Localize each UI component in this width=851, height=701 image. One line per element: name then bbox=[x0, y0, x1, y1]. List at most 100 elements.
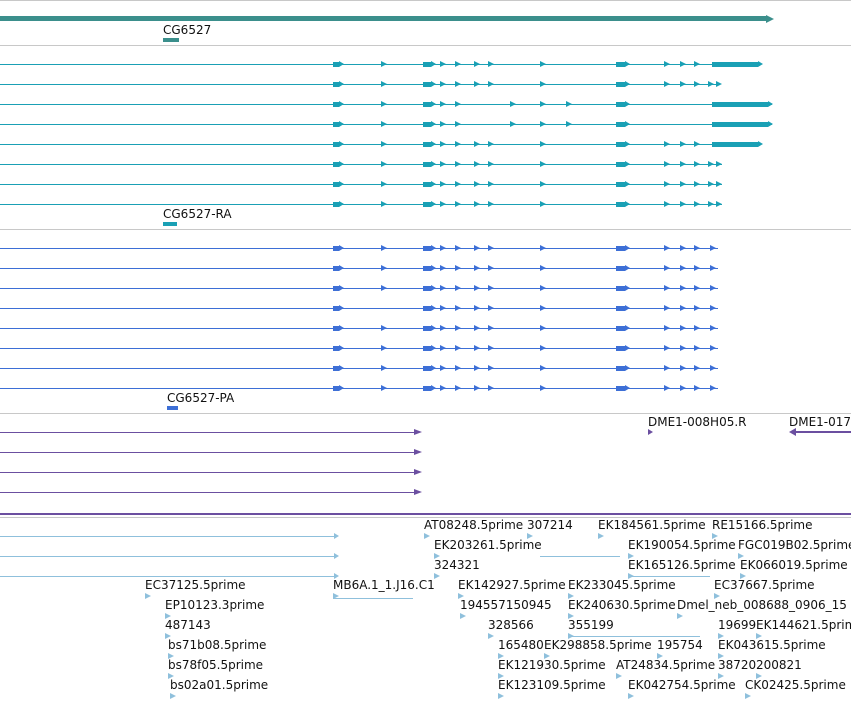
exon-arrow bbox=[431, 305, 436, 311]
clone-feature[interactable] bbox=[0, 467, 851, 477]
exon-block bbox=[333, 202, 339, 207]
protein-transcript[interactable] bbox=[0, 343, 851, 353]
est-label[interactable]: EK066019.5prime bbox=[740, 558, 848, 572]
protein-label[interactable]: CG6527-PA bbox=[167, 391, 235, 405]
rna-transcript[interactable] bbox=[0, 99, 851, 109]
exon-arrow bbox=[625, 101, 630, 107]
clone-right-line[interactable] bbox=[796, 431, 851, 433]
protein-transcript[interactable] bbox=[0, 303, 851, 313]
exon-marker bbox=[540, 121, 546, 127]
protein-transcript[interactable] bbox=[0, 283, 851, 293]
rna-transcript[interactable] bbox=[0, 179, 851, 189]
est-label[interactable]: EP10123.3prime bbox=[165, 598, 265, 612]
est-label[interactable]: EK298858.5prime bbox=[544, 638, 652, 652]
est-label[interactable]: 307214 bbox=[527, 518, 573, 532]
exon-marker bbox=[488, 141, 494, 147]
exon-block bbox=[333, 82, 339, 87]
intron-line bbox=[0, 184, 722, 185]
est-label[interactable]: FGC019B02.5prime bbox=[738, 538, 851, 552]
rna-transcript[interactable] bbox=[0, 79, 851, 89]
rna-transcript[interactable] bbox=[0, 59, 851, 69]
est-label[interactable]: EC37667.5prime bbox=[714, 578, 815, 592]
est-label[interactable]: EK144621.5prime bbox=[756, 618, 851, 632]
est-label[interactable]: EK184561.5prime bbox=[598, 518, 706, 532]
rna-transcript[interactable] bbox=[0, 119, 851, 129]
est-label[interactable]: 355199 bbox=[568, 618, 614, 632]
protein-transcript[interactable] bbox=[0, 243, 851, 253]
est-label[interactable]: EK121930.5prime bbox=[498, 658, 606, 672]
clone-feature[interactable] bbox=[0, 447, 851, 457]
exon-block bbox=[423, 246, 431, 251]
exon-marker bbox=[488, 161, 494, 167]
est-label[interactable]: 165480 bbox=[498, 638, 544, 652]
exon-block bbox=[712, 62, 758, 67]
est-glyph bbox=[745, 693, 751, 699]
est-label[interactable]: EK165126.5prime bbox=[628, 558, 736, 572]
est-label[interactable]: EK123109.5prime bbox=[498, 678, 606, 692]
est-label[interactable]: bs78f05.5prime bbox=[168, 658, 264, 672]
est-line[interactable] bbox=[0, 536, 335, 537]
rna-transcript[interactable] bbox=[0, 139, 851, 149]
exon-arrow bbox=[431, 325, 436, 331]
est-glyph bbox=[333, 593, 339, 599]
est-label[interactable]: 194557150945 bbox=[460, 598, 552, 612]
est-label[interactable]: MB6A.1_1.J16.C1 bbox=[333, 578, 435, 592]
clone-feature[interactable] bbox=[0, 427, 851, 437]
est-label[interactable]: RE15166.5prime bbox=[712, 518, 813, 532]
rna-transcript[interactable] bbox=[0, 199, 851, 209]
track-separator bbox=[0, 45, 851, 46]
est-label[interactable]: 324321 bbox=[434, 558, 480, 572]
protein-transcript[interactable] bbox=[0, 323, 851, 333]
rna-transcript[interactable] bbox=[0, 159, 851, 169]
protein-transcript[interactable] bbox=[0, 263, 851, 273]
est-line[interactable] bbox=[570, 636, 700, 637]
est-label[interactable]: 195754 bbox=[657, 638, 703, 652]
exon-block bbox=[616, 306, 625, 311]
exon-marker bbox=[680, 345, 686, 351]
est-line[interactable] bbox=[0, 576, 335, 577]
est-label[interactable]: 200821 bbox=[756, 658, 802, 672]
est-label[interactable]: EK240630.5prime bbox=[568, 598, 676, 612]
est-glyph bbox=[168, 673, 174, 679]
est-label[interactable]: 328566 bbox=[488, 618, 534, 632]
intron-line bbox=[0, 268, 718, 269]
exon-marker bbox=[680, 285, 686, 291]
est-label[interactable]: EK142927.5prime bbox=[458, 578, 566, 592]
exon-marker bbox=[488, 61, 494, 67]
est-line[interactable] bbox=[540, 556, 620, 557]
est-label[interactable]: 38720 bbox=[718, 658, 757, 672]
gene-label[interactable]: CG6527 bbox=[163, 23, 212, 37]
est-label[interactable]: 487143 bbox=[165, 618, 211, 632]
est-line[interactable] bbox=[333, 598, 413, 599]
est-label[interactable]: EK190054.5prime bbox=[628, 538, 736, 552]
est-glyph bbox=[568, 593, 574, 599]
est-label[interactable]: CK02425.5prime bbox=[745, 678, 846, 692]
protein-transcript[interactable] bbox=[0, 383, 851, 393]
est-label[interactable]: EK233045.5prime bbox=[568, 578, 676, 592]
est-line[interactable] bbox=[630, 576, 710, 577]
gene-bar[interactable] bbox=[0, 16, 766, 21]
exon-marker bbox=[540, 201, 546, 207]
est-label[interactable]: 19699 bbox=[718, 618, 757, 632]
est-line[interactable] bbox=[0, 556, 335, 557]
est-label[interactable]: EC37125.5prime bbox=[145, 578, 246, 592]
est-label[interactable]: EK203261.5prime bbox=[434, 538, 542, 552]
est-label[interactable]: Dmel_neb_008688_0906_15 bbox=[677, 598, 847, 612]
clone-feature[interactable] bbox=[0, 487, 851, 497]
est-label[interactable]: bs02a01.5prime bbox=[170, 678, 269, 692]
est-glyph bbox=[460, 613, 466, 619]
exon-marker bbox=[540, 325, 546, 331]
est-glyph bbox=[598, 533, 604, 539]
est-label[interactable]: AT08248.5prime bbox=[424, 518, 524, 532]
intron-line bbox=[0, 144, 760, 145]
est-glyph bbox=[434, 553, 440, 559]
est-label[interactable]: bs71b08.5prime bbox=[168, 638, 267, 652]
rna-label[interactable]: CG6527-RA bbox=[163, 207, 232, 221]
protein-transcript[interactable] bbox=[0, 363, 851, 373]
intron-line bbox=[0, 164, 722, 165]
est-label[interactable]: EK043615.5prime bbox=[718, 638, 826, 652]
clone-label-dme1-008h05[interactable]: DME1-008H05.R bbox=[648, 415, 747, 429]
clone-label-dme1-017[interactable]: DME1-017 bbox=[789, 415, 851, 429]
est-label[interactable]: AT24834.5prime bbox=[616, 658, 716, 672]
est-label[interactable]: EK042754.5prime bbox=[628, 678, 736, 692]
